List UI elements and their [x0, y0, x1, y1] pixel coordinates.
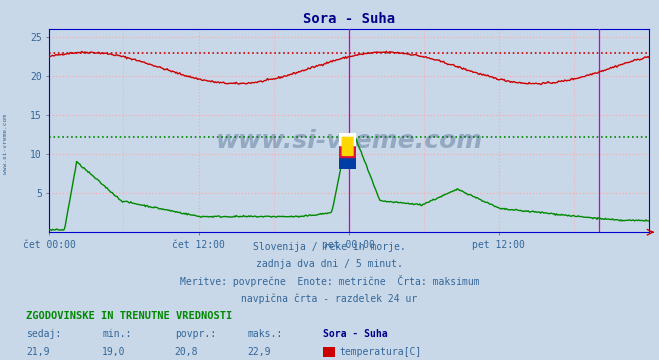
Text: temperatura[C]: temperatura[C] [339, 347, 422, 357]
Text: povpr.:: povpr.: [175, 329, 215, 339]
Title: Sora - Suha: Sora - Suha [303, 12, 395, 26]
Bar [339, 133, 356, 145]
Text: maks.:: maks.: [247, 329, 282, 339]
Text: sedaj:: sedaj: [26, 329, 61, 339]
Bar [339, 145, 356, 157]
Text: 20,8: 20,8 [175, 347, 198, 357]
Text: zadnja dva dni / 5 minut.: zadnja dva dni / 5 minut. [256, 260, 403, 270]
Text: Slovenija / reke in morje.: Slovenija / reke in morje. [253, 242, 406, 252]
Text: ZGODOVINSKE IN TRENUTNE VREDNOSTI: ZGODOVINSKE IN TRENUTNE VREDNOSTI [26, 311, 233, 321]
Text: www.si-vreme.com: www.si-vreme.com [215, 129, 483, 153]
Text: Sora - Suha: Sora - Suha [323, 329, 387, 339]
Text: 21,9: 21,9 [26, 347, 50, 357]
Text: 19,0: 19,0 [102, 347, 126, 357]
Text: www.si-vreme.com: www.si-vreme.com [3, 114, 8, 174]
Text: Meritve: povprečne  Enote: metrične  Črta: maksimum: Meritve: povprečne Enote: metrične Črta:… [180, 275, 479, 287]
Text: min.:: min.: [102, 329, 132, 339]
Text: 22,9: 22,9 [247, 347, 271, 357]
Text: navpična črta - razdelek 24 ur: navpična črta - razdelek 24 ur [241, 293, 418, 304]
FancyBboxPatch shape [342, 138, 353, 156]
Bar [339, 157, 356, 169]
